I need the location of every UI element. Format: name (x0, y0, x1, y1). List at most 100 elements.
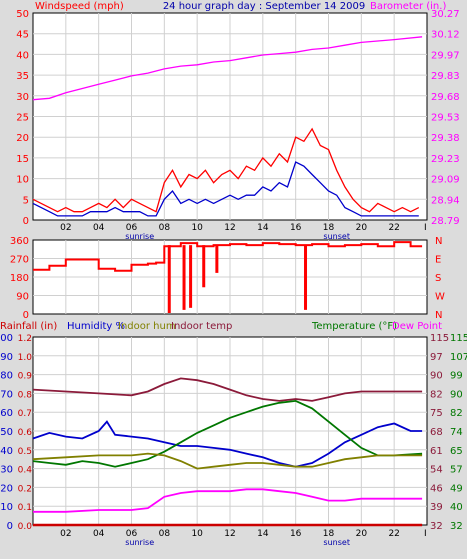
indoor-temp-tick: 90 (430, 371, 443, 382)
indoor-hum-line (32, 452, 423, 470)
x-tick-label: 18 (323, 529, 335, 539)
end-marker: I (424, 223, 427, 233)
temperature-tick: 99 (450, 371, 463, 382)
wind-speed-tick: 10 (16, 175, 29, 186)
x-tick-label: 04 (93, 223, 105, 233)
rainfall-tick: 0.1 (18, 503, 32, 513)
rainfall-tick: 0.6 (18, 428, 33, 438)
temperature-tick: 107 (450, 352, 467, 363)
temperature-tick: 32 (450, 521, 463, 532)
wind-left-axis-label: Windspeed (mph) (35, 1, 124, 12)
humidity-tick: 60 (0, 408, 13, 419)
temperature-tick: 40 (450, 502, 463, 513)
barometer-tick: 29.09 (431, 175, 460, 186)
rainfall-tick: 0.7 (18, 409, 32, 419)
dew-point-line (33, 488, 423, 513)
time-marker-label: sunset (323, 538, 350, 547)
indoor-temp-line (32, 377, 423, 402)
indoor-hum-axis-label: Indoor hum (118, 321, 176, 332)
wind-speed-tick: 45 (16, 30, 29, 41)
indoor-temp-axis-label: Indoor temp (171, 321, 232, 332)
compass-label: E (435, 255, 441, 266)
wind-speed-tick: 30 (16, 92, 29, 103)
x-tick-label: 02 (60, 529, 71, 539)
indoor-temp-tick: 97 (430, 352, 443, 363)
humidity-tick: 90 (0, 352, 13, 363)
temperature-axis-label: Temperature (°F) (311, 321, 397, 332)
barometer-tick: 29.68 (431, 92, 460, 103)
rainfall-tick: 1.0 (18, 353, 33, 363)
humidity-tick: 20 (0, 483, 13, 494)
x-tick-label: 14 (257, 529, 269, 539)
humidity-line (32, 420, 423, 468)
barometer-right-axis-label: Barometer (in.) (370, 1, 446, 12)
windspeed-gust-line (32, 127, 420, 213)
x-tick-label: 20 (356, 223, 368, 233)
temperature-tick: 115 (450, 333, 467, 344)
temperature-tick: 49 (450, 483, 463, 494)
barometer-tick: 29.38 (431, 133, 460, 144)
humidity-tick: 70 (0, 389, 13, 400)
temperature-tick: 74 (450, 427, 463, 438)
wind-speed-tick: 20 (16, 133, 29, 144)
x-tick-label: 18 (323, 223, 335, 233)
compass-label: N (435, 236, 442, 247)
temperature-tick: 82 (450, 408, 463, 419)
time-marker-label: sunrise (125, 232, 154, 241)
barometer-tick: 29.97 (431, 50, 460, 61)
humidity-tick: 100 (0, 333, 13, 344)
wind-speed-tick: 0 (23, 216, 29, 227)
direction-tick: 0 (23, 310, 29, 321)
indoor-temp-tick: 39 (430, 502, 443, 513)
humidity-tick: 30 (0, 465, 13, 476)
temperature-tick: 65 (450, 446, 463, 457)
humidity-tick: 80 (0, 371, 13, 382)
indoor-temp-tick: 68 (430, 427, 443, 438)
humidity-tick: 40 (0, 446, 13, 457)
x-tick-label: 06 (126, 529, 138, 539)
temperature-tick: 90 (450, 389, 463, 400)
barometer-tick: 28.94 (431, 195, 460, 206)
x-tick-label: 16 (290, 223, 302, 233)
rainfall-tick: 0.9 (18, 372, 33, 382)
wind-speed-tick: 15 (16, 154, 29, 165)
indoor-temp-tick: 61 (430, 446, 443, 457)
wind-speed-tick: 40 (16, 50, 29, 61)
humidity-tick: 50 (0, 427, 13, 438)
x-tick-label: 10 (191, 223, 203, 233)
time-marker-label: sunset (323, 232, 350, 241)
wind-speed-tick: 5 (23, 195, 29, 206)
rainfall-tick: 1.2 (18, 334, 32, 344)
temperature-line (32, 399, 423, 468)
barometer-tick: 30.27 (431, 9, 460, 20)
compass-label: W (435, 292, 445, 303)
barometer-tick: 29.53 (431, 113, 460, 124)
humidity-axis-label: Humidity % (67, 321, 125, 332)
end-marker: I (424, 529, 427, 539)
direction-tick: 360 (10, 236, 29, 247)
direction-tick: 270 (10, 255, 29, 266)
indoor-temp-tick: 54 (430, 465, 443, 476)
barometer-tick: 28.79 (431, 216, 460, 227)
indoor-temp-tick: 32 (430, 521, 443, 532)
x-tick-label: 16 (290, 529, 302, 539)
direction-tick: 90 (16, 292, 29, 303)
compass-label: N (435, 310, 442, 321)
x-tick-label: 14 (257, 223, 269, 233)
x-tick-label: 12 (224, 223, 235, 233)
barometer-tick: 30.12 (431, 30, 460, 41)
wind-direction-line (33, 241, 423, 272)
humidity-tick: 0 (7, 521, 13, 532)
x-tick-label: 04 (93, 529, 105, 539)
rainfall-tick: 0.5 (18, 447, 32, 457)
x-tick-label: 22 (388, 529, 399, 539)
rainfall-axis-label: Rainfall (in) (0, 321, 57, 332)
x-tick-label: 10 (191, 529, 203, 539)
dew-point-axis-label: Dew Point (392, 321, 442, 332)
wind-speed-tick: 35 (16, 71, 29, 82)
x-tick-label: 08 (159, 223, 171, 233)
x-tick-label: 12 (224, 529, 235, 539)
indoor-temp-tick: 82 (430, 389, 443, 400)
indoor-temp-tick: 115 (430, 333, 449, 344)
